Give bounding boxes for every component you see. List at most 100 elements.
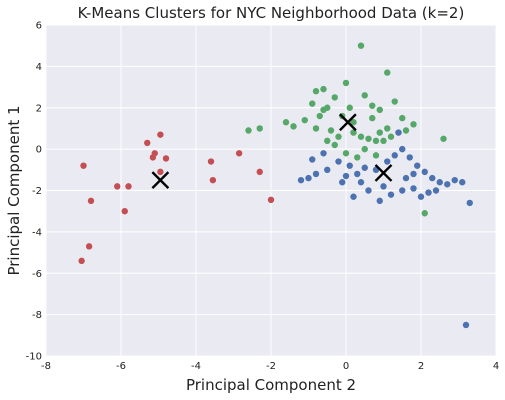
- data-point: [157, 131, 164, 138]
- x-tick-label: 2: [418, 361, 424, 372]
- data-point: [335, 133, 342, 140]
- data-point: [436, 179, 443, 186]
- data-point: [357, 133, 365, 140]
- data-point: [402, 127, 410, 134]
- data-point: [297, 176, 305, 184]
- data-point: [144, 139, 151, 147]
- y-tick-label: -6: [32, 269, 42, 280]
- y-tick-labels: -10 -8 -6 -4 -2 0 2 4 6: [26, 21, 42, 363]
- data-point: [406, 154, 413, 161]
- data-point: [267, 196, 275, 204]
- x-tick-labels: -8 -6 -4 -2 0 2 4: [41, 361, 499, 372]
- data-point: [125, 183, 132, 190]
- y-axis-label: Principal Component 1: [5, 105, 23, 275]
- data-point: [331, 94, 338, 101]
- y-tick-label: 4: [36, 62, 42, 73]
- data-point: [320, 106, 327, 114]
- data-point: [380, 183, 387, 190]
- data-point: [429, 174, 436, 182]
- grid-lines: [45, 24, 497, 357]
- data-point: [384, 69, 391, 76]
- data-point: [162, 155, 170, 162]
- data-point: [357, 179, 365, 186]
- data-point: [342, 79, 350, 87]
- centroids: [151, 113, 393, 190]
- data-point: [369, 114, 376, 122]
- data-point: [312, 170, 320, 178]
- data-point: [361, 145, 368, 153]
- data-point: [78, 257, 85, 265]
- data-point: [85, 243, 93, 250]
- data-point: [207, 158, 215, 165]
- data-point: [320, 150, 327, 157]
- y-tick-label: 6: [36, 21, 42, 32]
- data-point: [342, 150, 350, 157]
- data-point: [421, 210, 428, 217]
- data-point: [316, 112, 323, 120]
- data-point: [301, 116, 308, 124]
- y-tick-label: -10: [26, 352, 42, 363]
- data-point: [399, 114, 406, 122]
- data-point: [380, 137, 387, 145]
- x-tick-label: -8: [41, 361, 51, 372]
- data-point: [376, 197, 383, 205]
- data-point: [350, 193, 357, 200]
- data-point: [432, 187, 440, 194]
- data-point: [391, 152, 398, 159]
- x-tick-label: 0: [343, 361, 349, 372]
- data-point: [309, 100, 316, 107]
- data-point: [410, 170, 417, 178]
- data-point: [369, 102, 376, 109]
- data-point: [312, 125, 320, 132]
- data-point: [324, 166, 331, 174]
- data-point: [372, 137, 380, 145]
- data-point: [459, 179, 466, 186]
- y-tick-label: 2: [36, 103, 42, 114]
- x-tick-label: 4: [493, 361, 499, 372]
- data-point: [327, 127, 335, 134]
- data-point: [365, 187, 372, 194]
- data-point: [335, 158, 342, 165]
- data-point: [312, 88, 320, 95]
- x-tick-label: -6: [116, 361, 126, 372]
- data-point: [384, 158, 391, 165]
- data-point: [399, 187, 406, 194]
- data-point: [87, 197, 95, 205]
- data-point: [209, 176, 217, 184]
- data-point: [387, 133, 395, 140]
- data-point: [354, 170, 361, 178]
- centroid-marker: [374, 164, 393, 182]
- data-point: [462, 321, 470, 329]
- data-point: [410, 121, 417, 128]
- data-point: [309, 156, 316, 163]
- data-point: [157, 168, 164, 176]
- x-axis-label: Principal Component 2: [186, 376, 356, 394]
- data-point: [342, 172, 350, 180]
- data-point: [80, 162, 87, 169]
- data-point: [402, 174, 410, 182]
- data-point: [365, 135, 372, 142]
- data-point: [444, 181, 451, 188]
- data-point: [391, 98, 398, 105]
- data-point: [350, 119, 357, 126]
- y-tick-label: 0: [36, 145, 42, 156]
- data-point: [395, 129, 402, 136]
- data-point: [372, 152, 380, 159]
- data-point: [421, 168, 428, 176]
- data-point: [324, 137, 331, 145]
- data-point: [466, 199, 473, 207]
- data-point: [376, 106, 383, 114]
- data-point: [354, 154, 361, 161]
- data-point: [235, 150, 243, 157]
- data-point: [114, 183, 121, 190]
- data-point: [361, 92, 368, 99]
- centroid-marker: [151, 171, 170, 190]
- data-point: [417, 193, 425, 200]
- data-point: [357, 42, 365, 49]
- data-point: [121, 207, 128, 215]
- data-point: [425, 189, 432, 196]
- data-point: [339, 179, 346, 186]
- data-point: [410, 185, 417, 192]
- y-tick-label: -4: [32, 227, 42, 238]
